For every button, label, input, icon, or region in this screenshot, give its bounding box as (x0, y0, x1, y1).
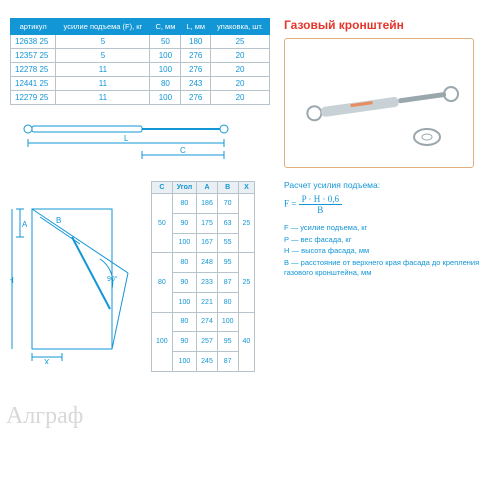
formula-lhs: F = (284, 199, 299, 209)
product-title: Газовый кронштейн (284, 18, 492, 32)
col-header: усилие подъема (F), кг (56, 19, 150, 35)
label-a: A (22, 220, 28, 229)
formula: F = P · H · 0,6 B (284, 194, 492, 215)
label-b: B (56, 216, 61, 225)
col-header: артикул (11, 19, 56, 35)
product-photo (284, 38, 474, 168)
table-row: 12278 251110027620 (11, 63, 270, 77)
legend-line: H — высота фасада, мм (284, 246, 492, 257)
formula-title: Расчет усилия подъема: (284, 180, 492, 190)
calc-row: 80802489525 (152, 253, 255, 273)
col-header: L, мм (181, 19, 211, 35)
cabinet-diagram: A H B X 90° (10, 189, 145, 364)
specs-table: артикулусилие подъема (F), кгC, ммL, мму… (10, 18, 270, 105)
table-row: 12357 25510027620 (11, 49, 270, 63)
col-header: C, мм (150, 19, 181, 35)
formula-num: P · H · 0,6 (299, 194, 342, 205)
label-c: C (180, 146, 186, 155)
table-row: 12441 25118024320 (11, 77, 270, 91)
legend-line: P — вес фасада, кг (284, 235, 492, 246)
strut-length-diagram: L C (10, 113, 270, 173)
label-x: X (44, 358, 50, 364)
table-row: 12638 2555018025 (11, 35, 270, 49)
calc-row: 1008027410040 (152, 312, 255, 332)
table-row: 12279 251110027620 (11, 91, 270, 105)
label-l: L (124, 134, 129, 143)
calc-table: CУголABX 5080186702590175631001675580802… (151, 181, 255, 372)
col-header: упаковка, шт. (211, 19, 270, 35)
legend-line: B — расстояние от верхнего края фасада д… (284, 258, 492, 279)
formula-den: B (299, 205, 342, 215)
legend: F — усилие подъема, кгP — вес фасада, кг… (284, 223, 492, 279)
legend-line: F — усилие подъема, кг (284, 223, 492, 234)
calc-row: 50801867025 (152, 194, 255, 214)
label-h: H (10, 276, 14, 285)
label-90: 90° (107, 275, 118, 283)
